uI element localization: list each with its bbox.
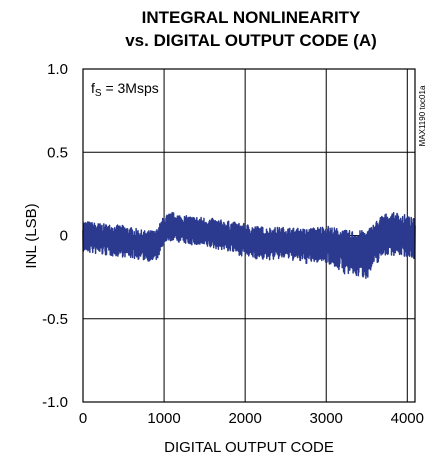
annotation-symbol: f	[91, 80, 95, 96]
inl-series-line	[82, 211, 416, 280]
x-tick-label: 4000	[391, 410, 424, 427]
y-axis-label: INL (LSB)	[23, 203, 40, 268]
y-tick-labels: 1.0 0.5 0 -0.5 -1.0	[42, 61, 68, 411]
x-axis-label: DIGITAL OUTPUT CODE	[164, 439, 334, 456]
series-group	[82, 211, 416, 280]
part-id-label: MAX1190 toc01a	[418, 85, 427, 146]
chart-title-line2: vs. DIGITAL OUTPUT CODE (A)	[125, 31, 377, 50]
x-tick-label: 2000	[228, 410, 261, 427]
chart-title-line1: INTEGRAL NONLINEARITY	[142, 8, 361, 27]
y-tick-label: -1.0	[42, 394, 68, 411]
plot-frame	[82, 68, 416, 403]
x-tick-label: 0	[79, 410, 87, 427]
x-tick-label: 1000	[147, 410, 180, 427]
y-tick-label: 1.0	[47, 61, 68, 78]
y-tick-label: -0.5	[42, 311, 68, 328]
x-tick-label: 3000	[310, 410, 343, 427]
x-tick-labels: 0 1000 2000 3000 4000	[79, 410, 424, 427]
annotation-text: = 3Msps	[102, 80, 159, 96]
annotation-subscript: S	[95, 88, 102, 99]
sample-rate-annotation: fS = 3Msps	[91, 80, 159, 99]
y-tick-label: 0.5	[47, 144, 68, 161]
y-tick-label: 0	[60, 228, 68, 245]
